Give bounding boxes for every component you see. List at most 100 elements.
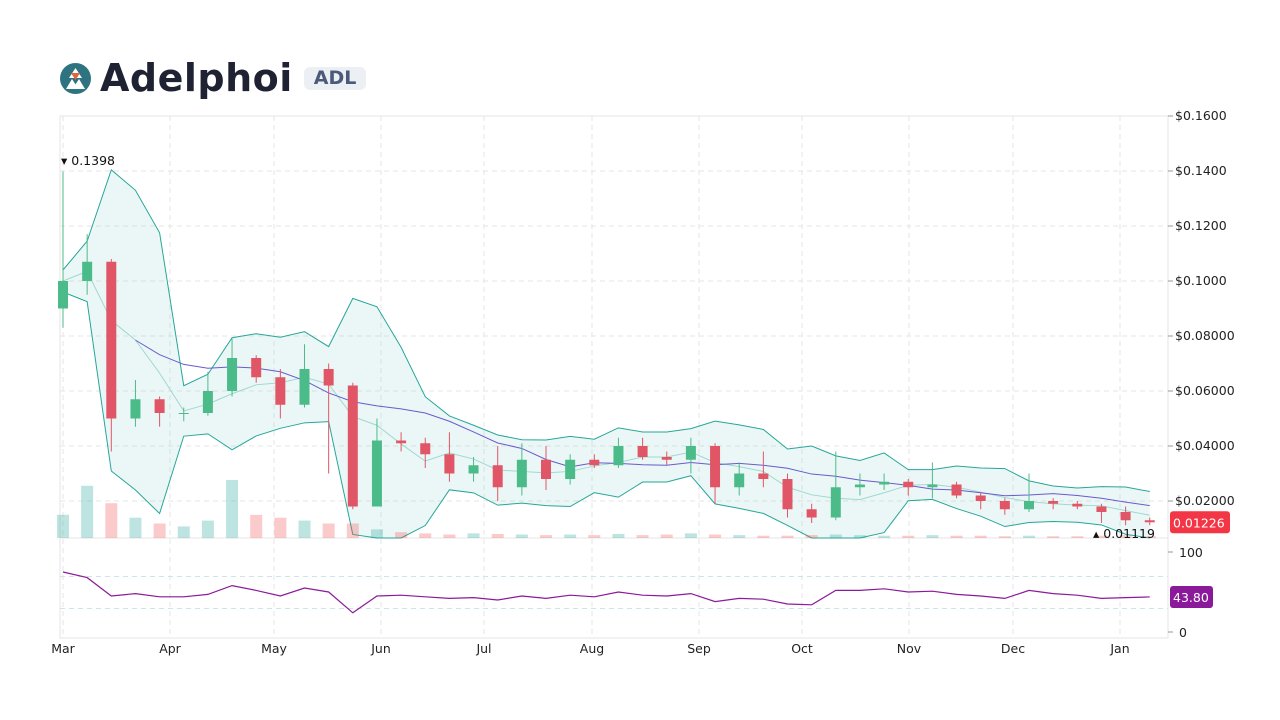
- volume-bar: [298, 520, 311, 538]
- volume-bar: [1023, 535, 1035, 538]
- bollinger-middle-line: [62, 270, 1150, 516]
- candle-body: [565, 459, 576, 479]
- volume-bar: [443, 534, 456, 538]
- x-tick-label: Oct: [791, 641, 813, 656]
- candle-body: [516, 459, 527, 488]
- candle-body: [323, 369, 334, 386]
- volume-bar: [395, 532, 408, 538]
- volume-bar: [1071, 536, 1084, 538]
- volume-bar: [853, 535, 866, 538]
- volume-bar: [805, 535, 818, 538]
- volume-bar: [950, 535, 963, 538]
- candle-body: [1024, 501, 1034, 510]
- price-tick-label: $0.1000: [1175, 273, 1227, 288]
- adelphoi-logo-icon: [60, 62, 91, 94]
- candle-body: [541, 459, 551, 479]
- candle-body: [178, 413, 189, 414]
- candle-body: [202, 391, 213, 413]
- ticker-badge: ADL: [303, 66, 367, 90]
- volume-bar: [733, 535, 746, 538]
- candle-body: [1048, 501, 1059, 504]
- bollinger-upper-line: [62, 168, 1150, 493]
- price-tick-label: $0.06000: [1175, 383, 1235, 398]
- volume-bar: [467, 533, 480, 538]
- rsi-value-badge: [1170, 585, 1213, 608]
- candle-body: [613, 446, 624, 466]
- candle-body: [661, 457, 672, 460]
- candle-body: [444, 454, 455, 474]
- candle-body: [371, 440, 382, 507]
- volume-bar: [1143, 536, 1156, 538]
- volume-bar: [998, 536, 1011, 538]
- asset-name: Adelphoi: [100, 56, 293, 100]
- x-tick-label: Apr: [159, 641, 181, 656]
- volume-bar: [902, 535, 915, 538]
- x-tick-label: May: [261, 641, 287, 656]
- volume-bar: [226, 480, 239, 538]
- volume-bar: [153, 523, 166, 538]
- rsi-tick-label: 100: [1179, 545, 1203, 560]
- candle-body: [589, 459, 600, 466]
- price-tick-label: $0.1200: [1175, 218, 1227, 233]
- candle-body: [975, 495, 986, 501]
- bollinger-lower-line: [62, 291, 1150, 539]
- candle-body: [879, 481, 890, 485]
- low-label: ▴ 0.01119: [1093, 526, 1155, 541]
- x-tick-label: Jan: [1109, 641, 1129, 656]
- volume-bar: [1119, 535, 1132, 538]
- candle-body: [154, 399, 165, 413]
- rsi-line: [62, 571, 1150, 614]
- volume-bar: [974, 535, 987, 538]
- candle-body: [275, 377, 286, 405]
- volume-bar: [201, 520, 214, 538]
- x-tick-label: Aug: [580, 641, 604, 656]
- x-tick-label: Dec: [1001, 641, 1025, 656]
- rsi-tick-label: 0: [1179, 625, 1187, 640]
- volume-bar: [1047, 536, 1060, 538]
- candle-body: [830, 487, 841, 518]
- last-price-badge: [1170, 511, 1230, 534]
- candle-body: [492, 465, 503, 488]
- candle-body: [106, 261, 117, 419]
- candle-body: [347, 385, 358, 507]
- price-tick-label: $0.02000: [1175, 493, 1235, 508]
- candle-body: [734, 473, 745, 488]
- high-label: ▾ 0.1398: [61, 153, 115, 168]
- rsi-value-label: 43.80: [1173, 590, 1209, 605]
- volume-bar: [612, 533, 625, 538]
- volume-bar: [177, 526, 190, 538]
- price-tick-label: $0.1600: [1175, 108, 1227, 123]
- candle-body: [685, 446, 696, 460]
- volume-bar: [636, 535, 649, 538]
- volume-bar: [81, 485, 94, 538]
- candle-body: [299, 369, 310, 405]
- x-tick-label: Sep: [687, 641, 711, 656]
- volume-bar: [588, 535, 601, 538]
- candle-body: [710, 446, 721, 488]
- candle-body: [130, 399, 141, 419]
- volume-bar: [540, 535, 552, 538]
- candle-body: [637, 446, 648, 457]
- x-tick-label: Jul: [475, 641, 491, 656]
- volume-bar: [105, 503, 118, 538]
- candle-body: [782, 479, 793, 510]
- volume-bar: [757, 535, 770, 538]
- candle-body: [58, 281, 68, 309]
- candle-body: [854, 484, 865, 488]
- volume-bar: [419, 533, 432, 538]
- asset-header: Adelphoi ADL: [60, 56, 367, 100]
- volume-bar: [926, 535, 939, 538]
- candle-body: [758, 473, 769, 479]
- candle-body: [951, 484, 962, 496]
- candle-body: [420, 443, 431, 455]
- price-tick-label: $0.04000: [1175, 438, 1235, 453]
- price-tick-label: $0.08000: [1175, 328, 1235, 343]
- volume-bar: [57, 514, 69, 538]
- volume-bar: [370, 529, 383, 538]
- candle-body: [1072, 503, 1083, 507]
- candle-body: [999, 501, 1010, 510]
- x-tick-label: Nov: [897, 641, 922, 656]
- last-price-label: 0.01226: [1173, 515, 1225, 530]
- candle-body: [1144, 520, 1155, 523]
